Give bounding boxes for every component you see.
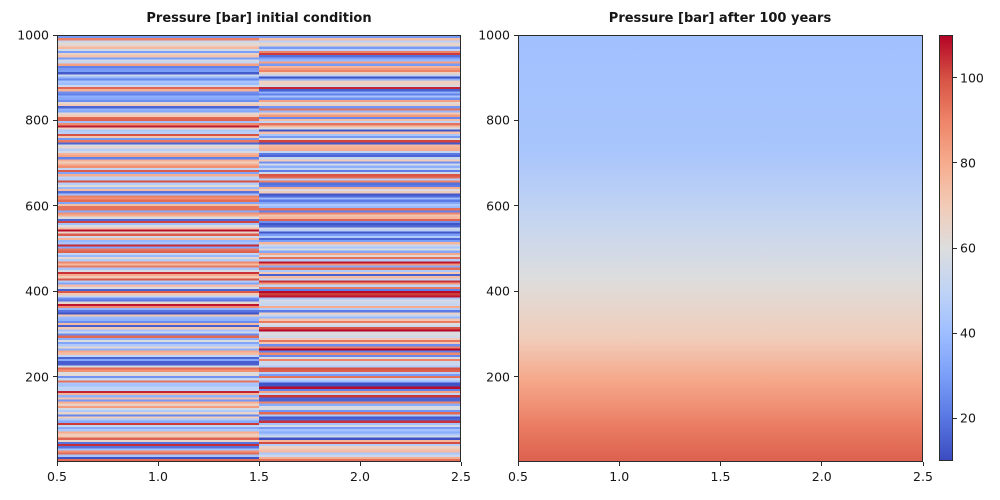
plot-title-initial-condition: Pressure [bar] initial condition [146,11,372,26]
x-tick-label: 2.5 [451,469,471,484]
y-tick [514,290,518,292]
x-tick [258,462,260,466]
y-tick [53,376,57,378]
colorbar-tick-label: 20 [960,410,976,426]
y-tick-label: 600 [486,198,510,214]
y-tick [53,205,57,207]
y-tick-label: 1000 [478,27,510,43]
colorbar-tick [953,417,957,419]
x-tick-label: 2.5 [913,469,933,484]
y-tick [514,119,518,121]
x-tick [618,462,620,466]
colorbar-tick-label: 100 [960,70,984,86]
x-tick [359,462,361,466]
x-tick-label: 2.0 [350,469,370,484]
y-tick-label: 800 [486,112,510,128]
y-tick-label: 800 [25,112,49,128]
y-tick [514,376,518,378]
x-tick [56,462,58,466]
colorbar-tick-label: 40 [960,325,976,341]
x-tick-label: 1.0 [609,469,630,484]
x-tick [821,462,823,466]
colorbar-tick-label: 80 [960,155,976,171]
x-tick-label: 1.5 [710,469,731,484]
colorbar-tick [953,162,957,164]
axes-after-100-years [518,35,923,462]
y-tick [53,119,57,121]
plot-title-after-100-years: Pressure [bar] after 100 years [608,11,832,26]
y-tick [53,290,57,292]
x-tick-label: 1.0 [148,469,168,484]
y-tick [514,34,518,36]
x-tick [517,462,519,466]
y-tick-label: 400 [25,283,49,299]
x-tick [922,462,924,466]
colorbar-tick [953,77,957,79]
x-tick-label: 1.5 [249,469,269,484]
y-tick-label: 200 [486,369,510,385]
colorbar-tick [953,247,957,249]
x-tick [157,462,159,466]
y-tick [514,205,518,207]
colorbar [939,35,953,461]
y-tick-label: 600 [25,198,49,214]
colorbar-tick-label: 60 [960,240,976,256]
axes-initial-condition [57,35,461,462]
y-tick-label: 1000 [17,27,49,43]
x-tick-label: 0.5 [508,469,528,484]
y-tick [53,34,57,36]
x-tick-label: 2.0 [811,469,832,484]
heatmap-after-100-years [519,36,922,461]
heatmap-initial-condition [58,36,460,461]
x-tick [720,462,721,466]
y-tick-label: 400 [486,283,510,299]
x-tick [460,462,462,466]
y-tick-label: 200 [25,369,49,385]
colorbar-tick [953,332,957,334]
x-tick-label: 0.5 [47,469,67,484]
